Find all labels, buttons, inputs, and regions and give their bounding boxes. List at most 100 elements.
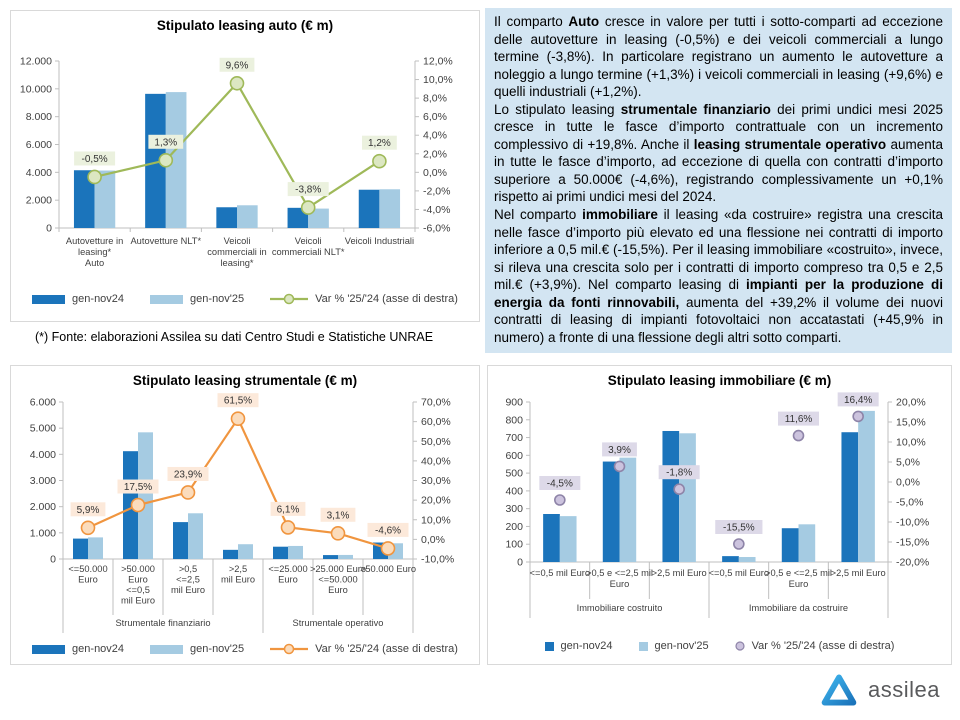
var-marker — [330, 525, 346, 541]
category-label: leasing* — [220, 258, 253, 268]
bar-gen-nov'25 — [188, 513, 203, 559]
bar-gen-nov'25 — [88, 537, 103, 559]
var-marker — [87, 169, 102, 185]
svg-text:6.000: 6.000 — [30, 397, 56, 409]
svg-text:60,0%: 60,0% — [421, 416, 451, 428]
category-label: <=25.000 — [268, 564, 307, 574]
legend-label: gen-nov'25 — [654, 640, 709, 652]
legend-swatch — [32, 644, 66, 654]
var-label-bg — [778, 411, 819, 426]
svg-text:5,0%: 5,0% — [896, 457, 920, 469]
commentary-paragraph: Nel comparto immobiliare il leasing «da … — [494, 207, 943, 345]
var-label: 6,1% — [277, 504, 300, 515]
category-label: <=0,5 mil Euro — [709, 568, 769, 578]
svg-text:4.000: 4.000 — [30, 449, 56, 461]
svg-text:-10,0%: -10,0% — [421, 554, 454, 566]
var-marker — [280, 520, 296, 535]
var-marker — [554, 494, 566, 506]
var-label: 3,9% — [608, 445, 631, 456]
category-label: Auto — [85, 258, 104, 268]
svg-text:50,0%: 50,0% — [421, 436, 451, 448]
var-label: -15,5% — [723, 523, 755, 534]
legend-line-icon — [270, 643, 309, 655]
immobiliare-chart-legend: gen-nov24 gen-nov'25 Var % '25/'24 (asse d… — [488, 640, 951, 652]
svg-text:20,0%: 20,0% — [896, 397, 926, 409]
var-marker — [158, 152, 174, 168]
var-label: 17,5% — [124, 482, 152, 493]
category-label: Euro — [128, 575, 148, 585]
bar-gen-nov'25 — [238, 544, 253, 559]
svg-text:6.000: 6.000 — [26, 139, 52, 151]
legend-item: gen-nov'25 — [150, 293, 244, 305]
var-label-bg — [70, 502, 106, 517]
var-label-bg — [320, 507, 356, 522]
category-label: <=50.000 — [318, 575, 357, 585]
var-marker — [230, 411, 246, 426]
svg-text:900: 900 — [505, 397, 523, 409]
svg-text:3.000: 3.000 — [30, 475, 56, 487]
svg-text:8.000: 8.000 — [26, 111, 52, 123]
svg-text:40,0%: 40,0% — [421, 455, 451, 467]
var-label: 1,3% — [154, 137, 177, 148]
svg-text:-2,0%: -2,0% — [423, 185, 450, 197]
svg-text:0,0%: 0,0% — [423, 167, 447, 179]
chart-title-auto: Stipulato leasing auto (€ m) — [156, 18, 334, 33]
bar-gen-nov'25 — [165, 92, 187, 228]
bar-gen-nov24 — [73, 170, 95, 228]
var-label: -1,8% — [666, 468, 692, 479]
var-line — [94, 81, 381, 210]
leasing-strumentale-chart: Stipulato leasing strumentale (€ m) 0 1.0… — [10, 365, 480, 665]
svg-text:-10,0%: -10,0% — [896, 517, 929, 529]
svg-text:10,0%: 10,0% — [421, 514, 451, 526]
var-label: -0,5% — [82, 154, 108, 165]
assilea-logo: assilea — [819, 672, 940, 708]
category-label: Euro — [328, 585, 348, 595]
chart-title-strumentale: Stipulato leasing strumentale (€ m) — [132, 373, 358, 388]
var-label: 1,2% — [368, 138, 391, 149]
legend-item: gen-nov24 — [544, 640, 613, 652]
legend-item: gen-nov'25 — [638, 640, 709, 652]
source-note: (*) Fonte: elaborazioni Assilea su dati … — [35, 330, 434, 344]
bar-gen-nov24 — [73, 538, 88, 559]
var-label: 9,6% — [226, 60, 249, 71]
group-label: Strumentale finanziario — [115, 618, 210, 628]
var-label-bg — [602, 442, 637, 457]
svg-text:4.000: 4.000 — [26, 167, 52, 179]
category-label: Autovetture in — [66, 236, 123, 246]
bar-gen-nov'25 — [237, 205, 258, 228]
svg-text:2.000: 2.000 — [26, 195, 52, 207]
category-label: commerciali in — [207, 247, 266, 257]
var-marker — [792, 429, 805, 442]
var-marker — [852, 410, 864, 423]
bar-gen-nov24 — [273, 546, 288, 559]
legend-label: Var % '25/'24 (asse di destra) — [315, 643, 458, 655]
legend-label: gen-nov24 — [560, 640, 613, 652]
legend-line-icon — [270, 293, 309, 305]
category-label: Euro — [610, 579, 630, 589]
commentary-panel: Il comparto Auto cresce in valore per tu… — [485, 8, 952, 354]
category-label: >2,5 mil Euro — [831, 568, 886, 578]
auto-chart-plot: 0 2.000 4.000 6.000 8.000 10.000 12.000 -6,0% -4… — [20, 56, 453, 269]
legend-label: gen-nov'25 — [190, 293, 245, 305]
bar-gen-nov'25 — [338, 554, 353, 559]
var-marker — [613, 460, 626, 473]
var-label: 23,9% — [174, 469, 202, 480]
legend-item: gen-nov24 — [32, 293, 124, 305]
category-label: <=0,5 — [126, 585, 150, 595]
svg-text:0,0%: 0,0% — [896, 477, 920, 489]
svg-text:30,0%: 30,0% — [421, 475, 451, 487]
bar-gen-nov'25 — [308, 208, 329, 228]
category-label: >25.000 Euro — [310, 564, 366, 574]
category-label: Veicoli Industriali — [345, 236, 414, 246]
var-label-bg — [117, 479, 159, 494]
var-label-bg — [539, 476, 581, 490]
bar-gen-nov'25 — [798, 524, 816, 562]
var-label: 61,5% — [224, 396, 252, 407]
svg-text:20,0%: 20,0% — [421, 495, 451, 507]
category-label: Veicoli — [295, 236, 322, 246]
group-label: Immobiliare da costruire — [749, 603, 848, 613]
var-marker — [300, 200, 316, 215]
bar-gen-nov'25 — [559, 516, 577, 562]
svg-text:2.000: 2.000 — [30, 501, 56, 513]
bar-gen-nov24 — [145, 93, 166, 229]
